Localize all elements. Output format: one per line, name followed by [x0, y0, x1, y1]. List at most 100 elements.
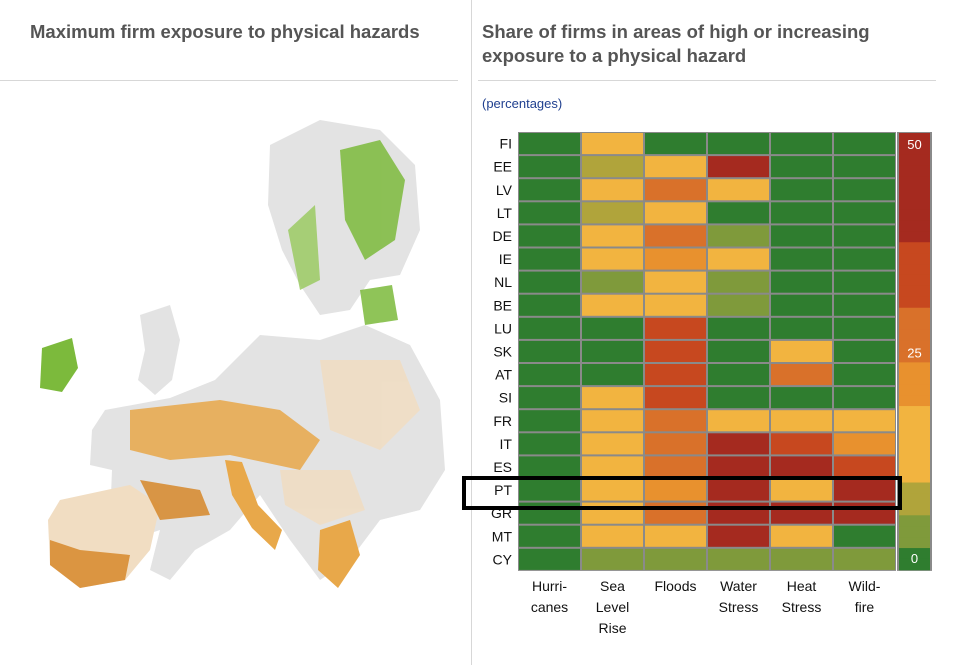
heatmap-cell — [519, 317, 580, 339]
map-green-baltics — [360, 285, 398, 325]
scale-bar-segment — [899, 548, 930, 560]
heatmap-cell — [645, 364, 706, 386]
column-label: Stress — [719, 599, 759, 615]
scale-bar-segment — [899, 362, 930, 374]
heatmap-cell — [708, 202, 769, 224]
heatmap-cell — [519, 456, 580, 478]
heatmap-cell — [645, 248, 706, 270]
scale-bar-segment — [899, 274, 930, 287]
heatmap-cell — [834, 294, 895, 316]
heatmap-cell — [645, 133, 706, 155]
heatmap-cell — [708, 225, 769, 247]
map-green-sweden — [288, 205, 320, 290]
scale-tick-label: 0 — [911, 551, 918, 566]
row-label: MT — [492, 528, 513, 544]
scale-bar-segment — [899, 340, 930, 352]
scale-bar-segment — [899, 471, 930, 483]
column-label: Floods — [654, 578, 696, 594]
scale-bar-segment — [899, 482, 930, 494]
column-label: Hurri- — [532, 578, 567, 594]
heatmap-cell — [519, 271, 580, 293]
heatmap-cell — [519, 225, 580, 247]
heatmap-cell — [582, 340, 643, 362]
row-label: SK — [493, 343, 512, 359]
heatmap-cell — [582, 387, 643, 409]
heatmap-cell — [645, 317, 706, 339]
heatmap-cell — [519, 340, 580, 362]
heatmap-cell — [834, 456, 895, 478]
row-label: LU — [494, 320, 512, 336]
heatmap-cell — [708, 340, 769, 362]
heatmap-cell — [834, 202, 895, 224]
heatmap-cell — [582, 433, 643, 455]
highlight-row-box — [462, 476, 902, 510]
heatmap-cell — [582, 479, 643, 501]
map-greece — [318, 520, 360, 588]
scale-bar-segment — [899, 220, 930, 232]
scale-bar-segment — [899, 537, 930, 549]
row-label: IT — [500, 436, 513, 452]
scale-bar-segment — [899, 526, 930, 538]
scale-bar-segment — [899, 558, 930, 571]
heatmap-cell — [771, 133, 832, 155]
heatmap-cell — [834, 364, 895, 386]
scale-bar-segment — [899, 187, 930, 199]
heatmap-cell — [519, 433, 580, 455]
heatmap-cell — [771, 225, 832, 247]
heatmap-cell — [834, 433, 895, 455]
heatmap-cell — [645, 410, 706, 432]
map-orange-central — [130, 400, 320, 470]
panel-divider — [471, 0, 472, 665]
heatmap-cell — [582, 225, 643, 247]
map-ireland — [40, 338, 78, 392]
heatmap-cell — [645, 156, 706, 178]
column-label: Water — [720, 578, 757, 594]
map-orange-east — [320, 360, 420, 450]
scale-bar-segment — [899, 264, 930, 276]
column-label: Stress — [782, 599, 822, 615]
heatmap-cell — [582, 133, 643, 155]
heatmap-cell — [771, 410, 832, 432]
column-label: Rise — [598, 620, 626, 636]
heatmap-cell — [582, 525, 643, 547]
scale-bar-segment — [899, 384, 930, 396]
heatmap-cell — [582, 156, 643, 178]
column-label: Heat — [787, 578, 817, 594]
heatmap-cell — [645, 456, 706, 478]
scale-bar-segment — [899, 307, 930, 320]
heatmap-cell — [771, 317, 832, 339]
row-label: AT — [495, 367, 512, 383]
heatmap-cell — [834, 133, 895, 155]
scale-bar-segment — [899, 242, 930, 254]
heatmap-cell — [771, 340, 832, 362]
heatmap-cell — [645, 433, 706, 455]
heatmap-cell — [771, 433, 832, 455]
scale-bar-segment — [899, 427, 930, 440]
heatmap-cell — [708, 294, 769, 316]
chart-title: Share of firms in areas of high or incre… — [482, 21, 870, 66]
heatmap-cell — [771, 179, 832, 201]
map-great-britain — [138, 305, 180, 395]
heatmap-cell — [519, 525, 580, 547]
scale-bar-segment — [899, 176, 930, 189]
heatmap-cell — [834, 548, 895, 570]
heatmap-cell — [582, 456, 643, 478]
heatmap-cell — [519, 202, 580, 224]
heatmap-cell — [771, 387, 832, 409]
heatmap-cell — [582, 248, 643, 270]
map-italy — [225, 460, 282, 550]
column-label: fire — [855, 599, 875, 615]
heatmap-cell — [645, 202, 706, 224]
heatmap-cell — [519, 248, 580, 270]
scale-bar-segment — [899, 318, 930, 331]
heatmap-cell — [708, 248, 769, 270]
scale-bar-segment — [899, 406, 930, 418]
heatmap-cell — [834, 387, 895, 409]
heatmap-cell — [519, 548, 580, 570]
map-high-iberia-coast — [50, 540, 130, 588]
scale-bar-segment — [899, 154, 930, 167]
heatmap-cell — [582, 202, 643, 224]
heatmap-cell — [708, 410, 769, 432]
heatmap-cell — [708, 479, 769, 501]
heatmap-cell — [771, 364, 832, 386]
